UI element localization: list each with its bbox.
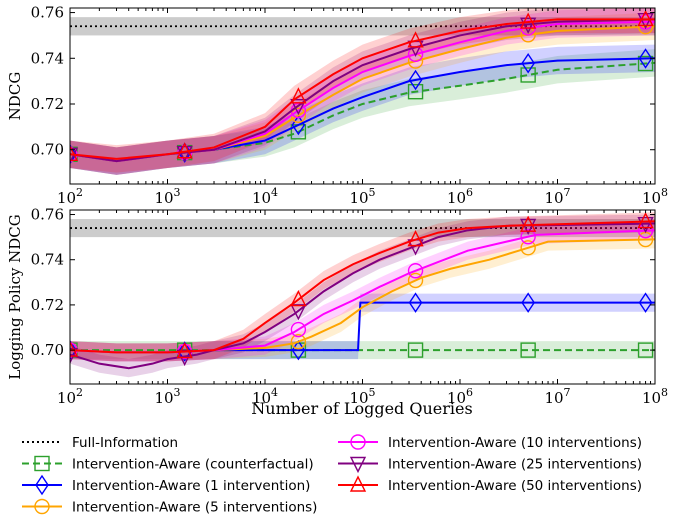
- legend-label-intervention-aware-10-interventions: Intervention-Aware (10 interventions): [388, 435, 642, 451]
- legend-label-intervention-aware-50-interventions: Intervention-Aware (50 interventions): [388, 478, 642, 494]
- intervention-aware-50-interventions-marker-2: [290, 289, 307, 307]
- y-axis-label: NDCG: [6, 72, 24, 121]
- intervention-aware-1-intervention-marker-0: [70, 339, 77, 361]
- intervention-aware-25-interventions-band: [70, 214, 655, 378]
- legend-marker-intervention-aware-10-interventions: [350, 434, 366, 450]
- x-tick-label: 104: [252, 186, 278, 207]
- legend-marker-intervention-aware-50-interventions: [349, 475, 367, 492]
- x-tick-label: 105: [349, 386, 375, 407]
- intervention-aware-50-interventions-line: [70, 220, 655, 354]
- intervention-aware-1-intervention-marker-0: [70, 144, 77, 165]
- intervention-aware-1-intervention-band: [70, 44, 655, 175]
- intervention-aware-50-interventions-marker-5: [637, 9, 654, 27]
- intervention-aware-1-intervention-marker-2: [291, 114, 306, 136]
- intervention-aware-25-interventions-marker-4: [520, 218, 537, 236]
- legend-label-full-information: Full-Information: [72, 435, 178, 451]
- intervention-aware-counterfactual-band: [70, 49, 655, 175]
- y-tick-label: 0.72: [31, 95, 64, 113]
- intervention-aware-50-interventions-line: [70, 18, 655, 160]
- y-tick-label: 0.76: [31, 4, 64, 22]
- x-tick-label: 108: [642, 386, 668, 407]
- y-tick-label: 0.70: [31, 341, 64, 359]
- legend-label-intervention-aware-1-intervention: Intervention-Aware (1 intervention): [72, 478, 310, 494]
- intervention-aware-10-interventions-marker-3: [407, 263, 424, 279]
- intervention-aware-1-intervention-marker-1: [177, 341, 192, 362]
- intervention-aware-10-interventions-marker-2: [290, 321, 307, 338]
- y-tick-label: 0.74: [31, 49, 64, 67]
- intervention-aware-25-interventions-marker-1: [176, 145, 193, 163]
- legend-marker-intervention-aware-1-intervention: [35, 474, 49, 496]
- intervention-aware-25-interventions-line: [70, 222, 655, 370]
- intervention-aware-1-intervention-marker-5: [638, 292, 653, 313]
- intervention-aware-counterfactual-marker-3: [407, 83, 424, 100]
- intervention-aware-5-interventions-marker-4: [520, 240, 536, 256]
- intervention-aware-counterfactual-marker-5: [637, 55, 654, 72]
- x-tick-label: 107: [544, 186, 570, 207]
- x-tick-label: 102: [57, 386, 83, 407]
- intervention-aware-1-intervention-marker-5: [638, 48, 653, 69]
- y-tick-label: 0.76: [31, 206, 64, 224]
- intervention-aware-5-interventions-marker-3: [407, 272, 424, 289]
- intervention-aware-50-interventions-marker-5: [637, 212, 654, 229]
- intervention-aware-50-interventions-marker-2: [290, 87, 307, 104]
- intervention-aware-50-interventions-marker-4: [520, 215, 537, 232]
- intervention-aware-50-interventions-marker-0: [70, 144, 79, 161]
- legend-label-intervention-aware-25-interventions: Intervention-Aware (25 interventions): [388, 457, 642, 473]
- y-axis-label: Logging Policy NDCG: [6, 214, 24, 379]
- legend-marker-intervention-aware-25-interventions: [349, 456, 367, 474]
- intervention-aware-50-interventions-marker-3: [407, 31, 424, 48]
- y-tick-label: 0.72: [31, 296, 64, 314]
- intervention-aware-counterfactual-marker-3: [407, 342, 424, 358]
- legend-marker-intervention-aware-counterfactual: [34, 455, 50, 472]
- x-tick-label: 104: [252, 386, 278, 407]
- intervention-aware-50-interventions-band: [70, 8, 655, 173]
- ndcg-panel: 0.70 0.72 0.74 0.76 102 103 104 105 106 107 108 NDC…: [6, 4, 668, 207]
- intervention-aware-50-interventions-band: [70, 212, 655, 362]
- x-tick-label: 103: [154, 186, 180, 207]
- x-tick-label: 106: [447, 186, 473, 207]
- intervention-aware-25-interventions-marker-2: [290, 99, 307, 116]
- x-tick-label: 105: [349, 186, 375, 207]
- intervention-aware-1-intervention-marker-3: [408, 69, 423, 91]
- intervention-aware-counterfactual-line: [70, 61, 655, 163]
- y-tick-label: 0.70: [31, 141, 64, 159]
- intervention-aware-25-interventions-marker-2: [290, 304, 307, 321]
- intervention-aware-counterfactual-marker-4: [520, 342, 536, 358]
- intervention-aware-1-intervention-marker-4: [521, 292, 535, 313]
- intervention-aware-50-interventions-marker-1: [176, 142, 193, 159]
- x-tick-label: 106: [447, 386, 473, 407]
- y-tick-label: 0.74: [31, 251, 64, 269]
- intervention-aware-50-interventions-marker-3: [407, 230, 424, 247]
- legend-label-intervention-aware-5-interventions: Intervention-Aware (5 interventions): [72, 500, 317, 516]
- intervention-aware-counterfactual-marker-4: [520, 67, 536, 83]
- legend-marker-intervention-aware-5-interventions: [34, 498, 50, 515]
- x-tick-label: 108: [642, 186, 668, 207]
- intervention-aware-10-interventions-band: [70, 221, 655, 362]
- intervention-aware-25-interventions-marker-5: [637, 12, 654, 30]
- intervention-aware-25-interventions-marker-5: [637, 217, 654, 234]
- intervention-aware-50-interventions-marker-0: [70, 340, 79, 357]
- x-tick-label: 103: [154, 386, 180, 407]
- x-axis-label: Number of Logged Queries: [251, 399, 472, 418]
- legend-label-intervention-aware-counterfactual: Intervention-Aware (counterfactual): [72, 457, 314, 473]
- logging-policy-ndcg-panel: 0.70 0.72 0.74 0.76 102 103 104 105 106 107 108 Log…: [6, 206, 668, 407]
- intervention-aware-1-intervention-band: [70, 293, 655, 362]
- intervention-aware-50-interventions-marker-4: [520, 12, 537, 29]
- plot-area: [70, 212, 655, 378]
- intervention-aware-5-interventions-band: [70, 230, 655, 362]
- plot-area: [70, 8, 655, 175]
- intervention-aware-10-interventions-marker-4: [520, 228, 536, 245]
- x-tick-label: 102: [57, 186, 83, 207]
- legend: Full-Information Intervention-Aware (coun…: [22, 434, 642, 516]
- intervention-aware-50-interventions-marker-1: [176, 341, 193, 359]
- intervention-aware-1-intervention-marker-3: [408, 292, 423, 313]
- intervention-aware-1-intervention-marker-4: [521, 52, 535, 74]
- intervention-aware-25-interventions-marker-4: [520, 17, 537, 34]
- full-information-band: [70, 219, 655, 238]
- intervention-aware-5-interventions-marker-2: [290, 334, 307, 350]
- x-tick-label: 107: [544, 386, 570, 407]
